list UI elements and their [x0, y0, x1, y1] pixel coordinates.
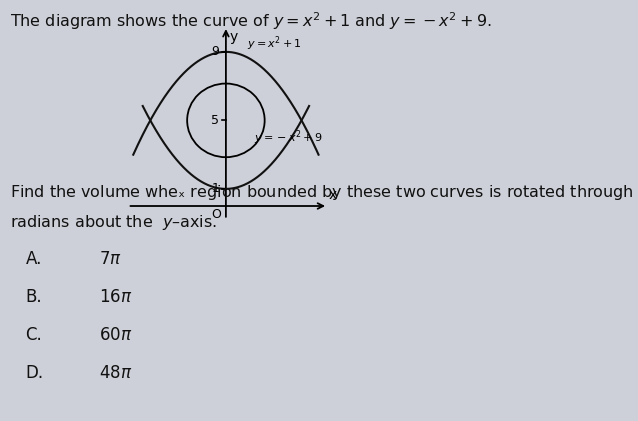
Text: $y=x^2+1$: $y=x^2+1$	[247, 34, 301, 53]
Text: $48\pi$: $48\pi$	[99, 364, 132, 382]
Text: y: y	[230, 29, 238, 44]
Text: $16\pi$: $16\pi$	[99, 288, 132, 306]
Text: x: x	[329, 188, 337, 202]
Text: 5: 5	[211, 114, 219, 127]
Text: Find the volume wheₓ region bounded by these two curves is rotated through $2\pi: Find the volume wheₓ region bounded by t…	[10, 183, 638, 202]
Text: B.: B.	[26, 288, 42, 306]
Text: radians about the  $y$–axis.: radians about the $y$–axis.	[10, 213, 216, 232]
Text: $60\pi$: $60\pi$	[99, 326, 132, 344]
Text: C.: C.	[26, 326, 42, 344]
Text: The diagram shows the curve of $y=x^2+1$ and $y=-x^2+9$.: The diagram shows the curve of $y=x^2+1$…	[10, 11, 491, 32]
Text: 9: 9	[211, 45, 219, 59]
Text: A.: A.	[26, 250, 42, 269]
Text: D.: D.	[26, 364, 43, 382]
Text: $y=-x^2+9$: $y=-x^2+9$	[255, 128, 323, 147]
Text: O: O	[212, 208, 221, 221]
Text: 1: 1	[211, 182, 219, 195]
Text: $7\pi$: $7\pi$	[99, 250, 122, 269]
